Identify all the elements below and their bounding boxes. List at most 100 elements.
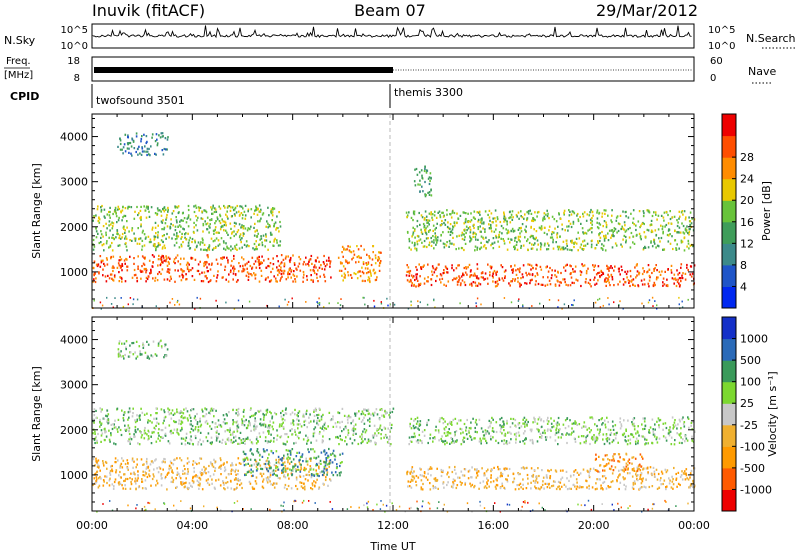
power-cell [119,139,122,142]
power-cell [630,280,633,283]
power-cell [230,269,232,272]
power-cell [648,211,651,214]
velocity-cell [287,435,290,439]
power-cell [572,270,575,273]
velocity-cell [569,474,572,477]
velocity-cell [100,477,102,480]
velocity-cell [235,439,237,442]
velocity-cell [665,471,668,474]
power-cell [215,237,218,240]
velocity-cell [325,469,327,472]
power-cell [443,221,445,225]
velocity-cell [212,408,215,411]
velocity-cell [333,454,336,457]
power-cell [626,270,629,273]
power-cell [622,238,624,241]
velocity-cell [147,466,149,469]
power-cell [476,248,478,251]
power-cell [152,277,154,280]
power-cell [342,255,344,258]
power-cell [599,275,601,278]
velocity-cell [345,436,347,439]
power-cell [459,284,462,287]
velocity-cell [608,486,610,489]
power-cell [182,219,184,222]
velocity-cell [268,426,271,429]
velocity-cell [552,480,555,483]
velocity-cell [386,436,388,439]
velocity-cell [181,428,183,431]
power-cell [118,259,120,262]
velocity-cell [588,484,590,487]
power-cell [137,153,139,156]
velocity-cell [460,470,463,473]
power-cell [161,149,164,152]
power-cell [160,262,162,265]
velocity-cell [145,467,148,470]
power-cell [488,216,491,219]
velocity-cell [164,458,166,461]
power-cell [458,234,460,237]
power-cell [230,227,232,230]
power-cell [479,248,481,251]
velocity-cell [144,479,147,482]
power-cell [270,208,273,211]
velocity-cell [671,480,674,483]
power-cell [251,274,253,277]
power-ytick-label: 2000 [60,221,88,234]
power-cell [242,227,245,230]
power-cell [407,307,410,310]
velocity-cell [271,425,274,428]
velocity-cell [282,414,285,417]
velocity-cell [159,467,162,470]
velocity-cell [281,469,283,472]
power-cell [451,211,454,214]
power-cell [688,233,690,236]
power-cell [691,217,693,220]
power-cell [428,182,431,186]
power-cell [416,279,419,282]
velocity-cell [139,418,141,421]
power-cell [213,232,215,235]
velocity-cell [429,466,432,469]
power-cell [207,280,210,284]
power-cell [648,299,651,302]
power-cell [560,248,562,251]
power-cell [158,209,161,212]
power-cell [580,222,582,225]
velocity-cell [573,470,575,473]
power-cell [559,235,561,238]
power-cell [199,297,202,300]
power-cell [145,269,148,272]
power-cell [337,302,339,304]
power-cell [213,210,216,214]
power-cell [144,209,147,212]
power-cell [149,238,152,241]
power-cell [418,211,420,215]
velocity-cell [548,482,550,485]
power-cell [280,266,282,269]
power-cell [429,172,432,175]
velocity-cell [685,468,688,471]
power-cell [651,230,654,233]
power-cell [602,271,604,275]
velocity-cell [224,441,227,444]
velocity-cell [266,441,269,444]
power-cell [217,231,219,234]
power-cell [126,269,129,272]
velocity-cell [172,431,174,435]
velocity-cell [241,486,243,490]
power-cell [108,277,111,280]
velocity-cell [118,481,121,484]
velocity-cell [201,468,203,471]
velocity-cell [381,414,383,417]
velocity-cell [311,482,314,485]
power-cell [264,278,267,281]
velocity-cell [178,422,180,425]
power-cell [456,283,459,286]
velocity-cell [231,462,233,465]
freq-label-line1: Freq. [6,56,31,67]
power-cell [502,279,505,282]
velocity-cell [504,468,506,472]
power-cell [110,273,113,276]
